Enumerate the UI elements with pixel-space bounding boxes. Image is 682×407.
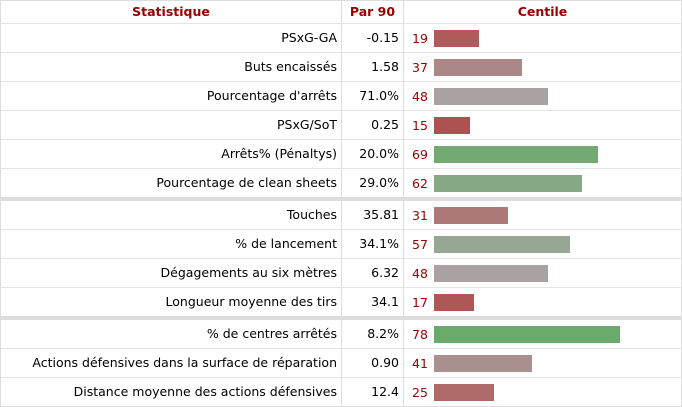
- percentile-cell: 17: [404, 288, 681, 316]
- percentile-bar: [434, 325, 620, 343]
- header-cell: Statistique: [1, 1, 342, 23]
- stat-name: PSxG/SoT: [1, 111, 342, 139]
- stat-name: Actions défensives dans la surface de ré…: [1, 349, 342, 377]
- per90-value: 12.4: [342, 378, 404, 406]
- stat-name: % de lancement: [1, 230, 342, 258]
- stat-row: Dégagements au six mètres 6.32 48: [1, 258, 681, 287]
- percentile-bar: [434, 293, 475, 311]
- percentile-value: 57: [412, 236, 428, 252]
- percentile-value: 15: [412, 117, 428, 133]
- stat-row: % de lancement 34.1% 57: [1, 229, 681, 258]
- per90-value: 20.0%: [342, 140, 404, 168]
- percentile-value: 48: [412, 88, 428, 104]
- stat-name: Arrêts% (Pénaltys): [1, 140, 342, 168]
- header-cell: Centile: [517, 4, 568, 19]
- percentile-cell: 19: [404, 24, 681, 52]
- stat-name: Longueur moyenne des tirs: [1, 288, 342, 316]
- percentile-value: 19: [412, 30, 428, 46]
- per90-value: 35.81: [342, 201, 404, 229]
- percentile-cell: 62: [404, 169, 681, 197]
- stat-row: % de centres arrêtés 8.2% 78: [1, 316, 681, 348]
- percentile-cell: 37: [404, 53, 681, 81]
- per90-value: 71.0%: [342, 82, 404, 110]
- stat-row: Touches 35.81 31: [1, 197, 681, 229]
- stat-name: Pourcentage de clean sheets: [1, 169, 342, 197]
- header-cell: Par 90: [342, 1, 404, 23]
- percentile-bar: [434, 206, 508, 224]
- percentile-cell: 78: [404, 320, 681, 348]
- percentile-bar: [434, 87, 549, 105]
- per90-value: 0.90: [342, 349, 404, 377]
- percentile-bar: [434, 29, 480, 47]
- percentile-value: 48: [412, 265, 428, 281]
- stat-name: Touches: [1, 201, 342, 229]
- stat-row: Longueur moyenne des tirs 34.1 17: [1, 287, 681, 316]
- percentile-bar: [434, 383, 494, 401]
- stat-name: Distance moyenne des actions défensives: [1, 378, 342, 406]
- stat-name: % de centres arrêtés: [1, 320, 342, 348]
- percentile-bar: [434, 264, 549, 282]
- percentile-cell: 48: [404, 259, 681, 287]
- percentile-value: 41: [412, 355, 428, 371]
- percentile-value: 25: [412, 384, 428, 400]
- stat-row: Actions défensives dans la surface de ré…: [1, 348, 681, 377]
- percentile-cell: 48: [404, 82, 681, 110]
- percentile-value: 31: [412, 207, 428, 223]
- stat-row: PSxG/SoT 0.25 15: [1, 110, 681, 139]
- percentile-value: 37: [412, 59, 428, 75]
- stat-row: Pourcentage d'arrêts 71.0% 48: [1, 81, 681, 110]
- percentile-bar: [434, 354, 532, 372]
- per90-value: -0.15: [342, 24, 404, 52]
- per90-value: 1.58: [342, 53, 404, 81]
- percentile-value: 17: [412, 294, 428, 310]
- percentile-bar: [434, 174, 582, 192]
- percentile-cell: 57: [404, 230, 681, 258]
- stat-row: Arrêts% (Pénaltys) 20.0% 69: [1, 139, 681, 168]
- percentile-value: 69: [412, 146, 428, 162]
- stat-name: Buts encaissés: [1, 53, 342, 81]
- per90-value: 0.25: [342, 111, 404, 139]
- percentile-value: 78: [412, 326, 428, 342]
- per90-value: 34.1%: [342, 230, 404, 258]
- percentile-bar: [434, 145, 599, 163]
- stat-name: Pourcentage d'arrêts: [1, 82, 342, 110]
- percentile-bar: [434, 235, 570, 253]
- percentile-value: 62: [412, 175, 428, 191]
- percentile-cell: 69: [404, 140, 681, 168]
- percentile-cell: 31: [404, 201, 681, 229]
- stat-row: Buts encaissés 1.58 37: [1, 52, 681, 81]
- percentile-cell: 15: [404, 111, 681, 139]
- stat-row: Pourcentage de clean sheets 29.0% 62: [1, 168, 681, 197]
- percentile-cell: 25: [404, 378, 681, 406]
- percentile-cell: 41: [404, 349, 681, 377]
- per90-value: 34.1: [342, 288, 404, 316]
- stat-name: PSxG-GA: [1, 24, 342, 52]
- stat-row: PSxG-GA -0.15 19: [1, 23, 681, 52]
- percentile-bar: [434, 58, 523, 76]
- per90-value: 8.2%: [342, 320, 404, 348]
- per90-value: 29.0%: [342, 169, 404, 197]
- percentile-bar: [434, 116, 470, 134]
- stat-row: Distance moyenne des actions défensives 1…: [1, 377, 681, 406]
- header-row: Statistique Par 90 Centile: [1, 1, 681, 23]
- stat-name: Dégagements au six mètres: [1, 259, 342, 287]
- per90-value: 6.32: [342, 259, 404, 287]
